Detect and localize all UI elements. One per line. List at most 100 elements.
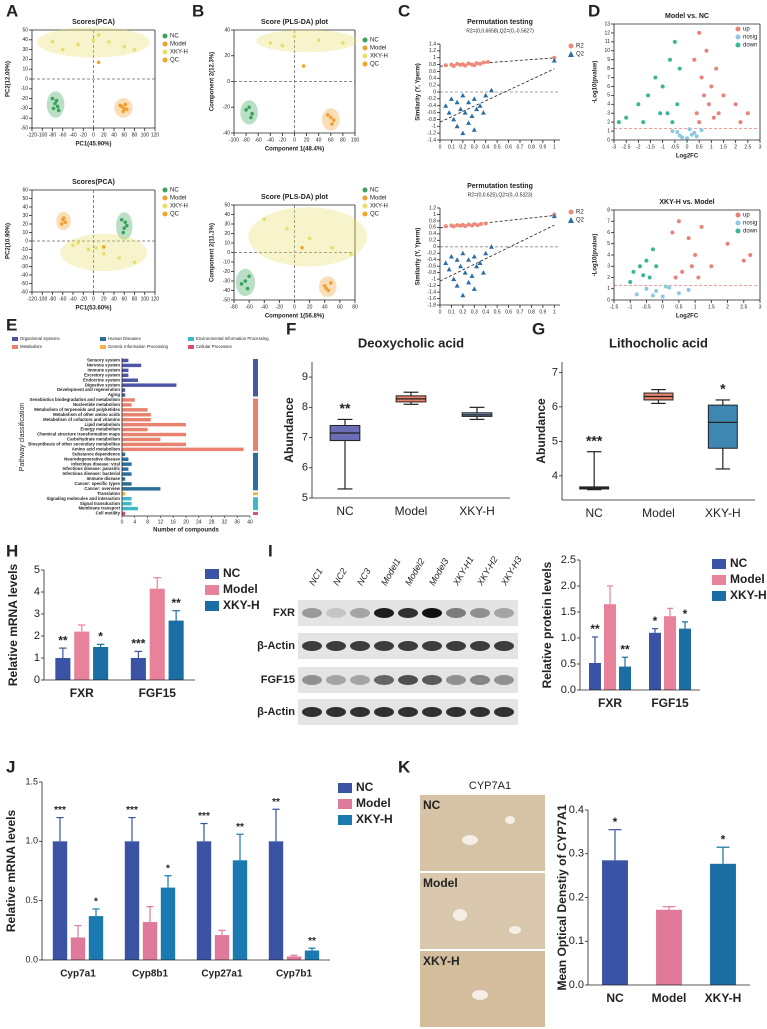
bar — [122, 408, 148, 412]
point — [463, 63, 468, 68]
x-tick-label: 0.4 — [482, 144, 489, 150]
category-label: Aging — [108, 392, 121, 397]
category-label: Model — [395, 504, 428, 518]
point — [667, 57, 672, 62]
point — [474, 106, 480, 112]
bar — [122, 393, 126, 397]
legend-swatch — [162, 187, 168, 193]
y-tick-label: -40 — [223, 130, 230, 136]
x-tick-label: 3 — [759, 144, 762, 150]
y-tick-label: 0 — [34, 674, 40, 686]
x-tick-label: -20 — [276, 304, 283, 310]
category-label: FGF15 — [139, 686, 177, 700]
bar — [70, 937, 86, 960]
band — [446, 675, 466, 685]
y-tick-label: -30 — [223, 278, 230, 284]
band — [350, 608, 370, 618]
x-axis-label: PC1(45.90%) — [75, 142, 111, 148]
group-strip — [253, 452, 258, 491]
y-axis-label: Relative protein levels — [540, 561, 554, 688]
point — [741, 258, 746, 263]
point — [469, 113, 475, 118]
category-label: Membrane transport — [78, 506, 120, 511]
chart-title: Scores(PCA) — [72, 179, 115, 186]
band — [446, 641, 466, 651]
category-label: Cancer: overview — [84, 486, 120, 491]
x-tick-label: 100 — [141, 132, 150, 138]
y-tick-label: 5 — [302, 492, 308, 504]
x-tick-label: -0.5 — [671, 144, 680, 150]
y-tick-label: -0.8 — [427, 117, 436, 123]
bar — [122, 477, 126, 481]
bar — [122, 358, 129, 363]
point — [448, 254, 454, 259]
point — [301, 64, 306, 68]
point — [119, 217, 124, 222]
x-tick-label: -80 — [230, 304, 237, 310]
category-label: Cyp7a1 — [60, 969, 96, 980]
legend-label: Human Diseases — [108, 336, 141, 341]
point — [91, 38, 96, 42]
x-tick-label: 0 — [686, 144, 689, 150]
bar — [122, 467, 129, 471]
x-axis-label: Log2FC — [676, 154, 699, 160]
band — [470, 608, 490, 618]
category-label: Metabolism of cofactors and vitamins — [43, 417, 120, 422]
histology-label: XKY-H — [423, 954, 460, 968]
x-tick-label: 0.3 — [471, 309, 478, 315]
point — [480, 110, 486, 115]
x-tick-label: 0.9 — [539, 144, 546, 150]
category-label: Infectious disease: bacterial — [62, 471, 120, 476]
point — [670, 120, 675, 125]
category-label: Endocrine system — [83, 377, 120, 382]
point — [292, 34, 297, 39]
x-tick-label: -80 — [49, 132, 56, 138]
bar — [679, 628, 691, 690]
point — [709, 264, 714, 269]
point — [443, 260, 449, 265]
y-tick-label: -20 — [223, 269, 230, 275]
x-tick-label: 8 — [146, 519, 149, 525]
bar — [232, 860, 248, 960]
x-tick-label: 1 — [553, 309, 556, 315]
y-tick-label: 6 — [607, 230, 610, 236]
point — [475, 223, 480, 228]
histology-image — [420, 795, 545, 871]
legend-swatch — [712, 559, 726, 569]
legend-label: Metabolism — [20, 344, 42, 349]
group-strip — [253, 359, 258, 397]
x-tick-label: 0.5 — [494, 309, 501, 315]
lane-label: XKY-H1 — [451, 555, 476, 588]
category-label: Substance dependence — [72, 451, 121, 456]
point — [460, 292, 466, 298]
x-tick-label: 0.6 — [505, 144, 512, 150]
legend-swatch — [362, 211, 368, 217]
y-tick-label: 1 — [433, 55, 436, 61]
band — [398, 641, 418, 651]
x-tick-label: 20 — [101, 132, 107, 138]
legend-label: down — [743, 43, 757, 49]
point — [125, 223, 129, 228]
point — [654, 289, 659, 293]
band — [326, 641, 346, 651]
bar — [122, 452, 126, 457]
y-tick-label: -1.4 — [427, 137, 436, 143]
x-tick-label: 0.1 — [448, 309, 455, 315]
x-tick-label: -120 — [27, 296, 37, 302]
y-tick-label: -1.6 — [427, 296, 436, 302]
point — [680, 135, 685, 140]
panel-label: I — [268, 541, 273, 560]
legend-swatch — [568, 51, 574, 57]
point — [616, 120, 621, 125]
lane-label: Model2 — [403, 557, 426, 588]
point — [101, 245, 106, 249]
bar — [55, 658, 71, 680]
y-tick-label: -10 — [223, 259, 230, 265]
x-tick-label: -40 — [69, 296, 76, 302]
legend-label: NC — [170, 188, 179, 194]
x-tick-label: -0.5 — [642, 304, 651, 310]
point — [466, 279, 472, 285]
x-tick-label: 0.1 — [448, 144, 455, 150]
x-tick-label: 0.5 — [696, 144, 703, 150]
x-tick-label: -2 — [636, 144, 641, 150]
